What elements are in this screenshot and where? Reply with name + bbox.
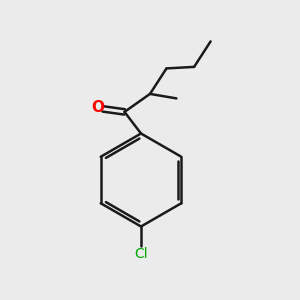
Text: Cl: Cl	[134, 247, 148, 261]
Text: O: O	[91, 100, 104, 115]
